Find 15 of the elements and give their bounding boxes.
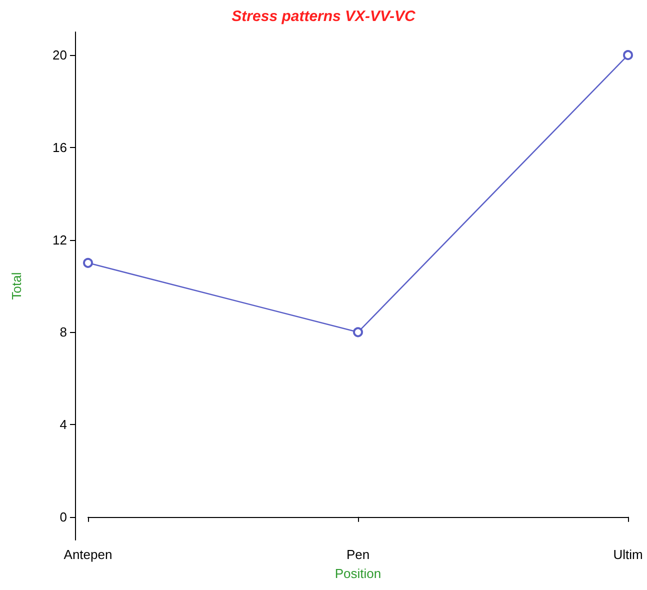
point <box>623 50 633 60</box>
y-tick-label: 16 <box>52 140 67 155</box>
y-tick-label: 20 <box>52 48 67 63</box>
y-tick-label: 0 <box>60 509 67 524</box>
x-tick-label: Ultim <box>613 547 643 562</box>
x-tick-label: Pen <box>346 547 370 562</box>
point <box>83 258 93 268</box>
y-tick-label: 8 <box>60 324 67 340</box>
point <box>353 327 363 338</box>
y-axis-title: Total <box>9 272 24 300</box>
chart-title: Stress patterns VX-VV-VC <box>232 8 416 25</box>
y-tick-label: 4 <box>60 417 67 432</box>
x-axis-title: Position <box>334 566 382 581</box>
y-tick-label: 12 <box>52 232 67 248</box>
x-tick-label: Antepen <box>64 547 112 562</box>
